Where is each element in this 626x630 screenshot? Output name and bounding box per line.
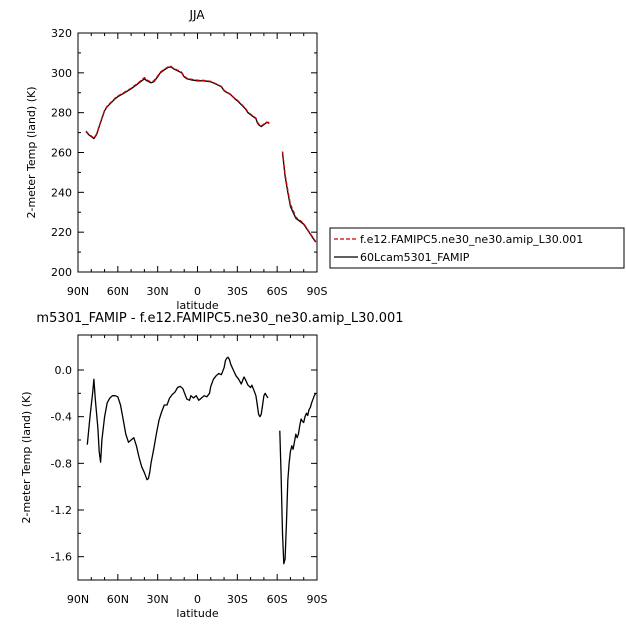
x-axis-label: latitude xyxy=(176,299,218,312)
x-tick-label: 0 xyxy=(194,285,201,298)
legend-label-1: f.e12.FAMIPC5.ne30_ne30.amip_L30.001 xyxy=(360,233,583,246)
x-tick-label: 30S xyxy=(227,593,248,606)
x-tick-label: 30N xyxy=(147,593,169,606)
y-axis-label: 2-meter Temp (land) (K) xyxy=(20,392,33,524)
y-tick-label: 240 xyxy=(51,186,72,199)
x-tick-label: 90S xyxy=(307,285,328,298)
series-line-0-segment-1 xyxy=(281,152,317,243)
legend-label-0: 60Lcam5301_FAMIP xyxy=(360,251,470,264)
legend: f.e12.FAMIPC5.ne30_ne30.amip_L30.001 60Lc… xyxy=(329,227,625,269)
x-tick-label: 90S xyxy=(307,593,328,606)
y-tick-label: 300 xyxy=(51,67,72,80)
x-tick-label: 30S xyxy=(227,285,248,298)
x-tick-label: 90N xyxy=(67,593,89,606)
x-tick-label: 60S xyxy=(267,285,288,298)
chart-title: JJA xyxy=(188,8,205,22)
x-tick-label: 60N xyxy=(107,285,129,298)
bottom-panel: 90N 60N 30N 0 30S 60S 90S 0.0 -0.4 -0.8 -1.2 -1.6 m5… xyxy=(20,311,404,620)
y-tick-label: -1.6 xyxy=(51,551,72,564)
x-axis-label: latitude xyxy=(176,607,218,620)
y-tick-label: -0.4 xyxy=(51,411,72,424)
top-panel: 90N 60N 30N 0 30S 60S 90S 200 220 240 260 280 300 320… xyxy=(25,8,625,312)
y-tick-label: 320 xyxy=(51,27,72,40)
y-axis-label: 2-meter Temp (land) (K) xyxy=(25,87,38,219)
y-tick-label: -1.2 xyxy=(51,504,72,517)
x-tick-label: 90N xyxy=(67,285,89,298)
series-line-0-segment-1 xyxy=(279,392,317,565)
series-line-0-segment-0 xyxy=(86,356,269,481)
x-tick-label: 60N xyxy=(107,593,129,606)
series-line-1-segment-0 xyxy=(85,65,270,139)
x-tick-label: 30N xyxy=(147,285,169,298)
series-line-0-segment-0 xyxy=(85,66,270,140)
legend-box xyxy=(329,227,625,269)
plot-frame xyxy=(77,32,318,273)
y-tick-label: 0.0 xyxy=(55,364,73,377)
y-tick-label: 200 xyxy=(51,266,72,279)
y-tick-label: -0.8 xyxy=(51,457,72,470)
x-tick-label: 60S xyxy=(267,593,288,606)
x-tick-label: 0 xyxy=(194,593,201,606)
y-tick-label: 260 xyxy=(51,147,72,160)
chart-title: m5301_FAMIP - f.e12.FAMIPC5.ne30_ne30.am… xyxy=(36,311,403,326)
series-line-1-segment-1 xyxy=(281,151,317,242)
y-tick-label: 280 xyxy=(51,107,72,120)
y-tick-label: 220 xyxy=(51,226,72,239)
